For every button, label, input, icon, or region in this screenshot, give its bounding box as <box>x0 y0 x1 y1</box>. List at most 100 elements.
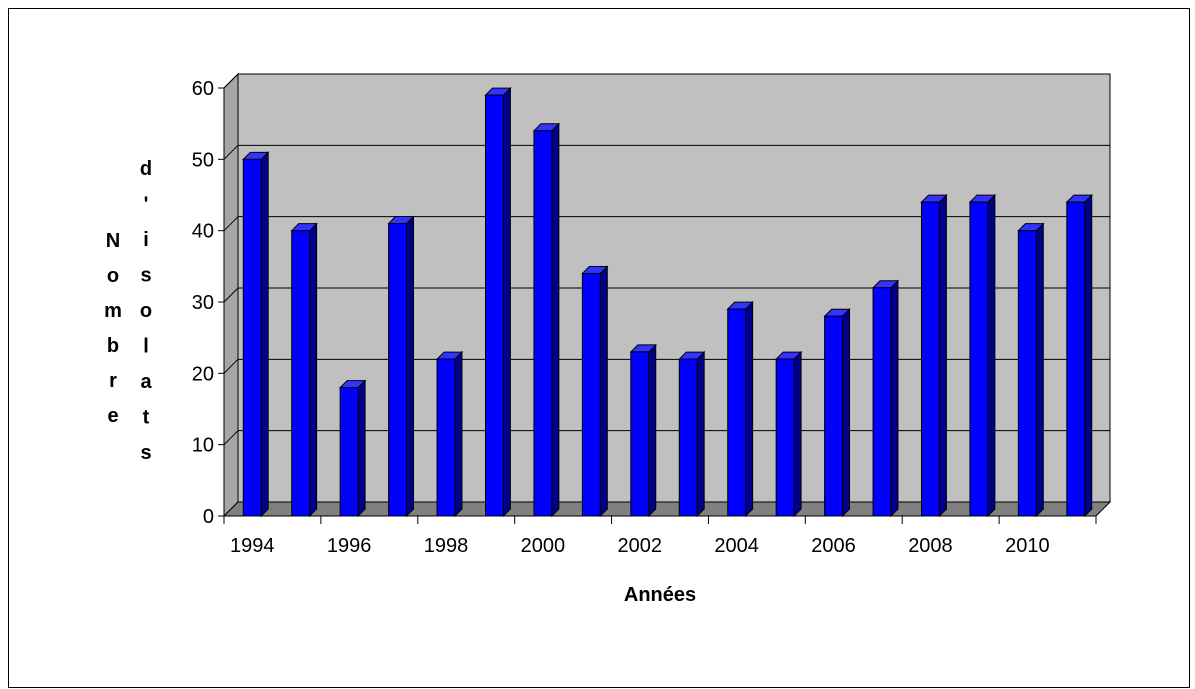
bar <box>1017 222 1045 518</box>
y-tick-label: 20 <box>192 363 214 385</box>
bar-side <box>890 279 899 518</box>
y-tick-label: 40 <box>192 221 214 243</box>
bar <box>387 215 415 518</box>
y-axis-title-letter: m <box>104 300 122 322</box>
y-axis-title-letter: l <box>143 336 149 358</box>
y-axis-title-letter: N <box>106 230 120 252</box>
bar <box>484 86 512 518</box>
gridline-depth <box>223 358 239 374</box>
chart: 0 10 20 30 40 50 60 1994 1996 1998 2000 2002 2004 20… <box>104 72 1112 606</box>
bar <box>871 279 900 518</box>
axes <box>218 87 1097 524</box>
bar <box>920 193 948 518</box>
bar <box>726 300 754 518</box>
bar-side <box>406 215 415 518</box>
bar-front <box>727 308 747 517</box>
bar <box>532 122 561 518</box>
bar-side <box>454 350 463 518</box>
x-tick-label: 2010 <box>1005 535 1050 557</box>
bar-front <box>484 94 504 517</box>
bar <box>774 350 803 518</box>
bar-side <box>1084 193 1093 518</box>
bar-side <box>309 222 318 518</box>
y-axis-title-letter: s <box>140 442 151 464</box>
x-tick-label: 2008 <box>908 535 953 557</box>
y-axis-title-letter: d <box>140 158 152 180</box>
y-axis-title-letter: r <box>109 370 117 392</box>
y-axis-title-letter: b <box>107 335 119 357</box>
bar-side <box>842 308 851 518</box>
bar-front <box>581 272 601 517</box>
bar-side <box>793 350 802 518</box>
y-tick-label: 60 <box>192 78 214 100</box>
gridline-depth <box>223 216 239 232</box>
bar-front <box>388 223 408 517</box>
x-tick-label: 2002 <box>618 535 663 557</box>
bar-front <box>291 230 311 517</box>
x-tick-label: 2006 <box>811 535 856 557</box>
bars <box>242 86 1093 518</box>
bar-side <box>745 300 754 518</box>
gridline-depth <box>223 287 239 303</box>
bar-front <box>1066 201 1086 517</box>
bar-front <box>775 358 795 517</box>
bar-side <box>260 151 269 518</box>
y-tick-label: 10 <box>192 435 214 457</box>
bar-side <box>551 122 560 518</box>
y-axis-title-letter: i <box>143 229 149 251</box>
bar <box>678 350 706 518</box>
gridlines <box>223 73 1110 446</box>
bar-side <box>648 343 657 518</box>
y-axis-title-letter: e <box>107 405 118 427</box>
bar <box>823 308 851 518</box>
bar-front <box>339 387 359 517</box>
bar-front <box>824 315 844 517</box>
bar-front <box>630 351 650 517</box>
y-axis-title-letter: o <box>140 300 152 322</box>
bar <box>1065 193 1093 518</box>
bar-front <box>242 158 262 517</box>
x-tick-label: 2000 <box>521 535 566 557</box>
bar <box>435 350 464 518</box>
y-axis-title-letter: s <box>140 265 151 287</box>
bar-front <box>920 201 940 517</box>
y-axis-title-letter: o <box>107 265 119 287</box>
bar-side <box>938 193 947 518</box>
bar <box>290 222 318 518</box>
bar <box>629 343 657 518</box>
y-tick-label: 0 <box>203 506 214 528</box>
bar <box>242 151 270 518</box>
bar <box>338 379 367 518</box>
y-tick-label: 50 <box>192 149 214 171</box>
x-tick-labels: 1994 1996 1998 2000 2002 2004 2006 2008 2010 <box>230 535 1050 557</box>
bar-front <box>436 358 456 517</box>
x-tick-label: 1998 <box>424 535 469 557</box>
bar-side <box>599 265 608 518</box>
y-axis-title-letter: a <box>140 371 152 393</box>
bar-front <box>1017 230 1037 517</box>
x-tick-label: 1994 <box>230 535 275 557</box>
x-axis-title: Années <box>624 584 696 606</box>
bar-side <box>502 86 511 518</box>
y-axis-title-letter: t <box>143 407 150 429</box>
bar-front <box>678 358 698 517</box>
chart-frame: 0 10 20 30 40 50 60 1994 1996 1998 2000 2002 2004 20… <box>8 8 1190 688</box>
y-tick-labels: 0 10 20 30 40 50 60 <box>192 78 214 528</box>
bar-side <box>1035 222 1044 518</box>
bar <box>581 265 609 518</box>
gridline-depth <box>223 144 239 160</box>
bar-side <box>357 379 366 518</box>
x-tick-label: 2004 <box>714 535 759 557</box>
bar-side <box>987 193 996 518</box>
bar-front <box>533 130 553 517</box>
gridline-depth <box>223 430 239 446</box>
bar-front <box>872 287 892 517</box>
gridline-depth <box>223 73 239 89</box>
bar-front <box>969 201 989 517</box>
bar <box>968 193 997 518</box>
y-axis-title-letter: ' <box>144 194 149 216</box>
x-tick-label: 1996 <box>327 535 372 557</box>
y-tick-label: 30 <box>192 292 214 314</box>
